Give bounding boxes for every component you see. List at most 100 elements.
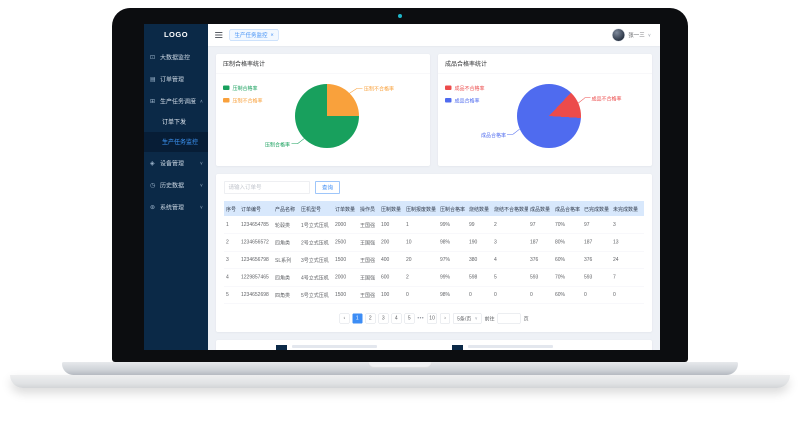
sidebar-item-equipment-management[interactable]: ◈ 设备管理 ∨ — [144, 152, 208, 174]
cell: 0 — [492, 286, 528, 304]
sidebar-subitem-order-dispatch[interactable]: 订单下发 — [162, 118, 187, 126]
sidebar-item-order-management[interactable]: ▤ 订单管理 — [144, 68, 208, 90]
topbar: 生产任务监控 × 张一三 ∨ — [208, 24, 660, 46]
legend-item[interactable]: 成品不合格率 — [445, 84, 485, 92]
text-placeholder — [292, 344, 377, 350]
chevron-down-icon: ∨ — [647, 32, 651, 38]
cell: 80% — [553, 233, 582, 252]
sidebar-item-big-data-monitor[interactable]: ⊡ 大数据监控 — [144, 46, 208, 68]
cell: 轮毂类 — [273, 216, 299, 234]
cell: SL系列 — [273, 251, 299, 269]
cell: 187 — [528, 233, 553, 252]
user-menu[interactable]: 张一三 ∨ — [612, 28, 651, 42]
page-button-1[interactable]: 1 — [352, 313, 363, 324]
collapse-sidebar-icon[interactable] — [215, 32, 223, 38]
page-button-4[interactable]: 4 — [391, 313, 402, 324]
pie-callout-label: 压制不合格率 — [364, 86, 394, 93]
sidebar-subitem-production-monitor[interactable]: 生产任务监控 — [144, 132, 208, 152]
page-button-3[interactable]: 3 — [378, 313, 389, 324]
product-pass-rate-card: 成品合格率统计 成品不合格率 — [438, 54, 652, 166]
next-page-button[interactable]: › — [440, 313, 451, 324]
sidebar-item-label: 系统管理 — [160, 203, 185, 211]
cell: 98% — [438, 233, 467, 252]
page-button-5[interactable]: 5 — [404, 313, 415, 324]
sidebar-item-label: 设备管理 — [160, 159, 185, 167]
cell: 60% — [553, 286, 582, 304]
table-row: 5 1234652698 四角类 5号立式压机 1500 王国强 100 0 98% 0 0 0 60%… — [224, 286, 644, 304]
table-row: 1 1234654785 轮毂类 1号立式压机 2000 王国强 100 1 99% 99 2 97 7… — [224, 216, 644, 234]
cell: 99% — [438, 268, 467, 287]
col-operator: 操作员 — [358, 201, 379, 216]
col-pressed-qty: 压制数量 — [379, 201, 404, 216]
search-button[interactable]: 查询 — [315, 181, 340, 194]
avatar — [612, 28, 626, 42]
sidebar-item-system-management[interactable]: ⊛ 系统管理 ∨ — [144, 196, 208, 218]
search-input[interactable] — [224, 181, 310, 194]
legend-swatch-green — [223, 85, 230, 90]
thumbnail-placeholder — [452, 344, 463, 350]
cell: 97% — [438, 251, 467, 269]
cell: 99 — [467, 216, 492, 234]
cell: 2 — [224, 233, 239, 252]
cell: 王国强 — [358, 251, 379, 269]
cell: 4 — [492, 251, 528, 269]
table-row: 3 1234656798 SL系列 3号立式压机 1500 王国强 400 20 97% 380 4… — [224, 251, 644, 269]
cell: 0 — [404, 286, 438, 304]
legend-item[interactable]: 成品合格率 — [445, 97, 485, 104]
cell: 3 — [492, 233, 528, 252]
cell: 1229857465 — [239, 268, 273, 287]
page-button-2[interactable]: 2 — [365, 313, 376, 324]
cell: 0 — [528, 286, 553, 304]
col-index: 序号 — [224, 201, 239, 216]
laptop-base-notch — [368, 362, 432, 368]
orders-table: 序号 订单编号 产品名称 压机型号 订单数量 操作员 压制数量 压制报废数量 压 — [224, 201, 644, 304]
cell: 380 — [467, 251, 492, 269]
laptop-base-edge — [10, 375, 790, 388]
cell: 2000 — [333, 268, 358, 287]
cell: 王国强 — [358, 233, 379, 252]
camera-dot — [398, 14, 402, 18]
col-completed-qty: 已完成数量 — [582, 201, 611, 216]
legend: 成品不合格率 成品合格率 — [445, 84, 485, 104]
sidebar-item-production-schedule[interactable]: ⊞ 生产任务调度 ∧ — [144, 90, 208, 112]
pagination: ‹ 1 2 3 4 5 ••• 10 › 5条/页 — [224, 312, 644, 324]
pie-callout-label: 压制合格率 — [265, 142, 290, 149]
goto-page-input[interactable] — [497, 312, 521, 324]
table-row: 2 1234656572 四角类 2号立式压机 2500 王国强 200 10 98% 190 3 1… — [224, 233, 644, 252]
chart-title: 压制合格率统计 — [216, 54, 430, 74]
legend-item[interactable]: 压制合格率 — [223, 84, 263, 92]
cell: 13 — [611, 233, 644, 252]
page-button-10[interactable]: 10 — [427, 313, 438, 324]
cell: 200 — [379, 233, 404, 252]
legend-item[interactable]: 压制不合格率 — [223, 97, 263, 104]
screen: LOGO ⊡ 大数据监控 ▤ 订单管理 ⊞ 生产任务调度 ∧ 订单下发 — [144, 24, 660, 350]
chart-title: 成品合格率统计 — [438, 54, 652, 74]
page-size-select[interactable]: 5条/页 ∨ — [453, 312, 482, 324]
cell: 100 — [379, 286, 404, 304]
cell: 4 — [224, 268, 239, 287]
cell: 3号立式压机 — [299, 251, 333, 269]
legend-swatch-orange — [223, 98, 230, 103]
text-placeholder — [468, 344, 553, 350]
cell: 四角类 — [273, 268, 299, 287]
prev-page-button[interactable]: ‹ — [339, 313, 350, 324]
sidebar-item-history-data[interactable]: ◷ 历史数据 ∨ — [144, 174, 208, 196]
cell: 5 — [224, 286, 239, 304]
cell: 70% — [553, 268, 582, 287]
col-order-qty: 订单数量 — [333, 201, 358, 216]
production-schedule-icon: ⊞ — [150, 97, 156, 105]
sidebar: LOGO ⊡ 大数据监控 ▤ 订单管理 ⊞ 生产任务调度 ∧ 订单下发 — [144, 24, 208, 350]
clipped-panel — [216, 339, 652, 350]
close-icon[interactable]: × — [270, 32, 274, 38]
tab-production-monitor[interactable]: 生产任务监控 × — [229, 29, 279, 41]
col-press-model: 压机型号 — [299, 201, 333, 216]
cell: 四角类 — [273, 233, 299, 252]
cell: 王国强 — [358, 286, 379, 304]
chevron-up-icon: ∧ — [199, 98, 203, 104]
pie-callout-label: 成品不合格率 — [591, 96, 622, 103]
laptop-base — [62, 362, 738, 375]
cell: 7 — [611, 268, 644, 287]
sidebar-item-label: 生产任务调度 — [160, 97, 197, 105]
cell: 3 — [224, 251, 239, 269]
